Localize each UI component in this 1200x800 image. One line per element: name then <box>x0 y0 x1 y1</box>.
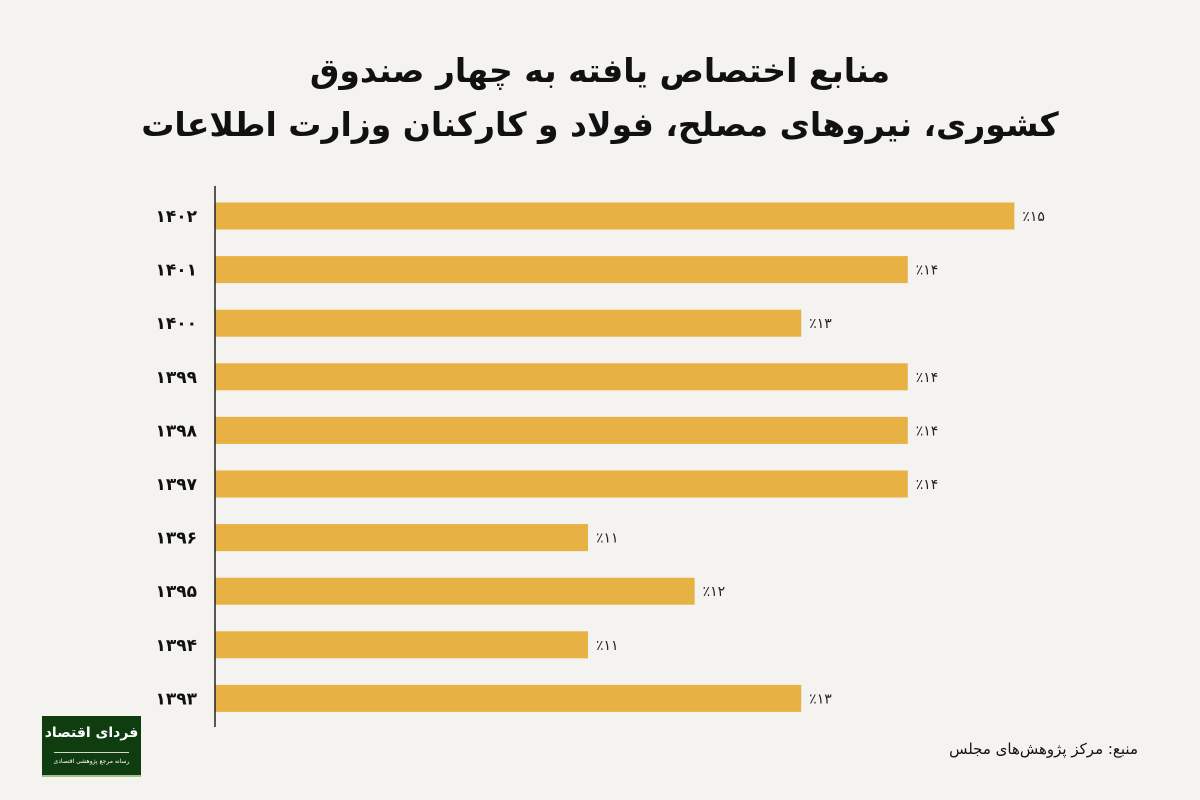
year-label-8: ۱۳۹۴ <box>155 636 197 656</box>
logo-divider <box>54 752 129 753</box>
year-label-0: ۱۴۰۲ <box>155 207 197 227</box>
data-label-3: ٪۱۴ <box>916 370 939 386</box>
bar-3 <box>215 363 908 391</box>
data-label-5: ٪۱۴ <box>916 477 939 493</box>
data-label-0: ٪۱۵ <box>1022 209 1045 225</box>
data-label-6: ٪۱۱ <box>596 531 619 547</box>
year-label-2: ۱۴۰۰ <box>155 314 197 334</box>
chart-title-line1: منابع اختصاص یافته به چهار صندوق <box>309 51 891 90</box>
bar-7 <box>215 577 695 605</box>
year-label-3: ۱۳۹۹ <box>155 368 197 388</box>
bar-5 <box>215 470 908 498</box>
bar-4 <box>215 416 908 444</box>
data-label-9: ٪۱۳ <box>809 691 832 707</box>
chart-title-line2: کشوری، نیروهای مصلح، فولاد و کارکنان وزا… <box>141 105 1059 144</box>
data-label-8: ٪۱۱ <box>596 638 619 654</box>
year-label-5: ۱۳۹۷ <box>155 475 197 495</box>
data-label-4: ٪۱۴ <box>916 423 939 439</box>
source-note: منبع: مرکز پژوهش‌های مجلس <box>949 740 1138 758</box>
year-label-7: ۱۳۹۵ <box>155 582 197 602</box>
year-label-9: ۱۳۹۳ <box>155 689 197 709</box>
year-label-1: ۱۴۰۱ <box>155 261 197 281</box>
data-label-7: ٪۱۲ <box>703 584 726 600</box>
bar-9 <box>215 684 802 712</box>
logo-text: فردای اقتصاد <box>44 725 139 741</box>
bar-2 <box>215 309 802 337</box>
year-label-6: ۱۳۹۶ <box>155 529 197 549</box>
bar-1 <box>215 256 908 284</box>
bar-0 <box>215 202 1015 230</box>
logo: فردای اقتصاد رسانه مرجع پژوهشی اقتصادی <box>42 716 141 777</box>
bar-6 <box>215 524 589 552</box>
logo-subtext: رسانه مرجع پژوهشی اقتصادی <box>53 758 130 765</box>
year-label-4: ۱۳۹۸ <box>155 421 197 441</box>
bar-8 <box>215 631 589 659</box>
data-label-1: ٪۱۴ <box>916 263 939 279</box>
data-label-2: ٪۱۳ <box>809 316 832 332</box>
